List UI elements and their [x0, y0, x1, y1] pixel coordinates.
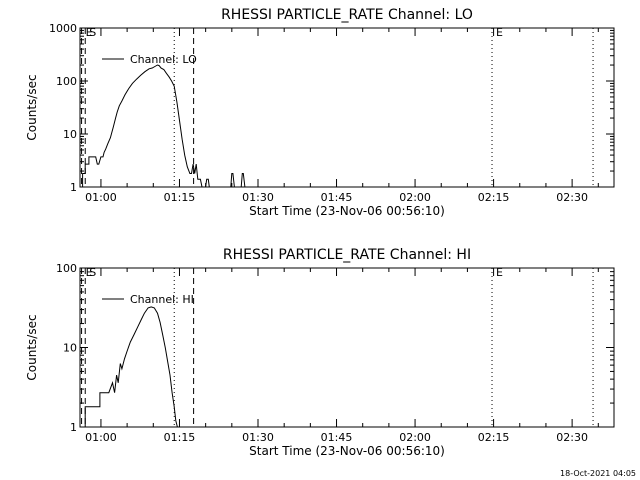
data-line-lo [230, 173, 235, 188]
x-tick-label-lo: 01:15 [164, 191, 196, 204]
x-tick-label-hi: 01:30 [242, 431, 274, 444]
rhessi-particle-rate-figure: RHESSI PARTICLE_RATE Channel: LO11010010… [25, 7, 615, 458]
y-axis-label-lo: Counts/sec [25, 74, 39, 140]
y-tick-label-lo: 1000 [49, 22, 77, 35]
data-line-hi [83, 306, 178, 428]
x-tick-label-lo: 01:00 [85, 191, 117, 204]
x-tick-label-lo: 02:15 [478, 191, 510, 204]
x-axis-label-hi: Start Time (23-Nov-06 00:56:10) [249, 444, 445, 458]
chart-title-hi: RHESSI PARTICLE_RATE Channel: HI [223, 247, 471, 263]
x-tick-label-hi: 01:00 [85, 431, 117, 444]
x-tick-label-lo: 02:30 [556, 191, 588, 204]
x-tick-label-hi: 02:30 [556, 431, 588, 444]
x-axis-label-lo: Start Time (23-Nov-06 00:56:10) [249, 204, 445, 218]
y-tick-label-lo: 1 [70, 181, 77, 194]
data-line-lo [205, 178, 210, 188]
plot-frame-lo [79, 27, 615, 188]
y-tick-label-hi: 100 [56, 262, 77, 275]
x-tick-label-hi: 01:45 [321, 431, 353, 444]
marker-label-lo: S [89, 26, 96, 39]
x-tick-label-hi: 01:15 [164, 431, 196, 444]
legend-label-hi: Channel: HI [130, 293, 194, 306]
plot-timestamp: 18-Oct-2021 04:05 [560, 469, 636, 478]
marker-label-lo: E [496, 26, 503, 39]
plot-frame-hi [79, 267, 615, 428]
x-tick-label-hi: 02:00 [399, 431, 431, 444]
x-tick-label-lo: 01:45 [321, 191, 353, 204]
y-axis-label-hi: Counts/sec [25, 314, 39, 380]
y-tick-label-lo: 100 [56, 75, 77, 88]
data-line-lo [81, 64, 204, 188]
marker-label-hi: E [496, 266, 503, 279]
data-line-lo [240, 173, 246, 188]
chart-title-lo: RHESSI PARTICLE_RATE Channel: LO [221, 7, 473, 23]
x-tick-label-hi: 02:15 [478, 431, 510, 444]
legend-label-lo: Channel: LO [130, 53, 197, 66]
x-tick-label-lo: 01:30 [242, 191, 274, 204]
marker-label-hi: E [86, 266, 93, 279]
x-tick-label-lo: 02:00 [399, 191, 431, 204]
y-tick-label-lo: 10 [63, 128, 77, 141]
y-tick-label-hi: 1 [70, 421, 77, 434]
y-tick-label-hi: 10 [63, 342, 77, 355]
marker-label-lo: E [86, 26, 93, 39]
marker-label-hi: S [89, 266, 96, 279]
